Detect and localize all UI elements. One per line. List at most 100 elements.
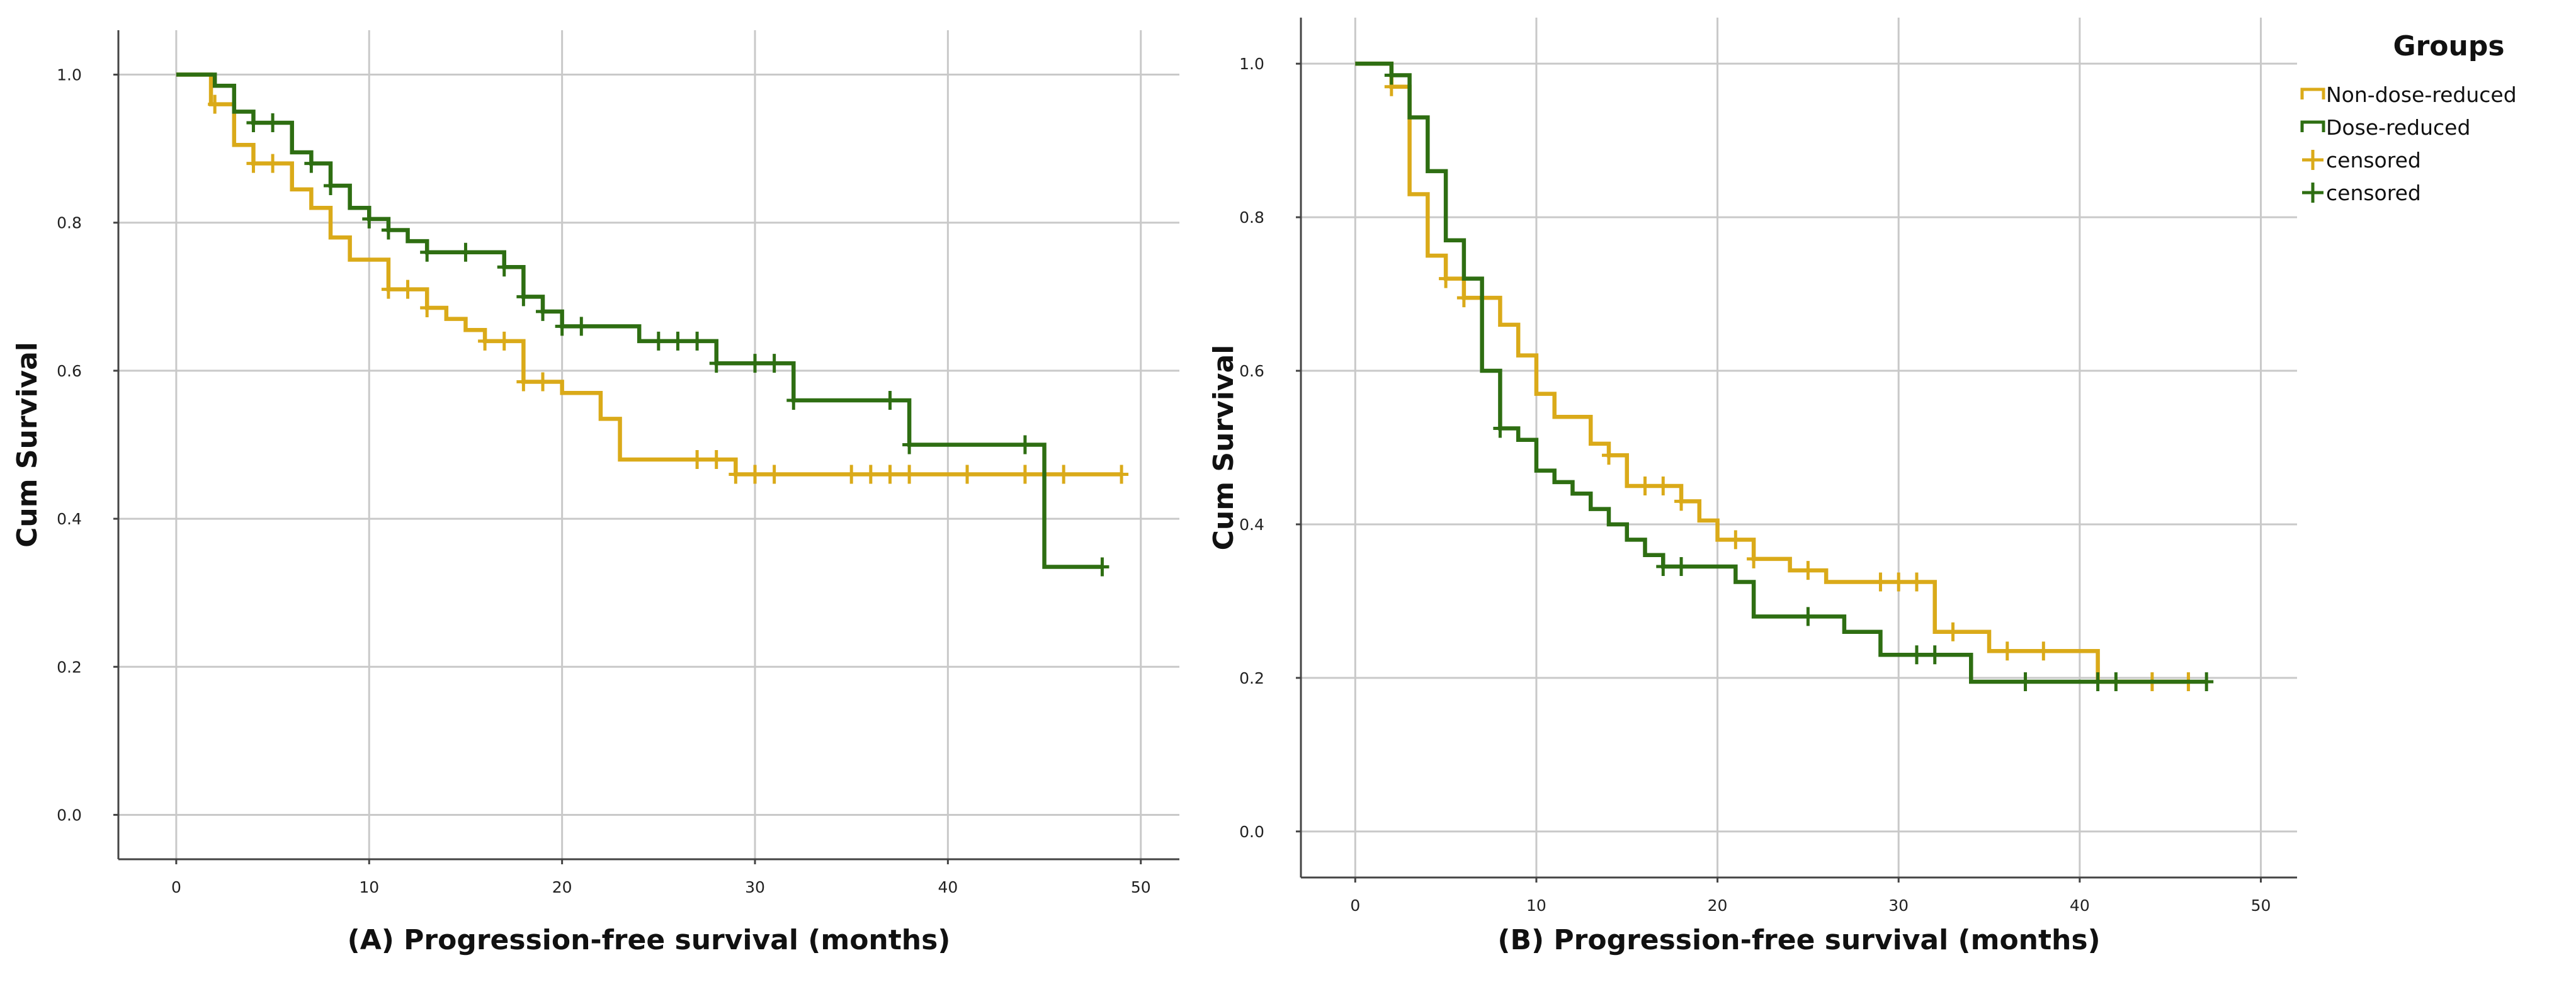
x-axis-label: (A) Progression-free survival (months) xyxy=(348,924,951,956)
censor-mark-non xyxy=(1873,572,1888,592)
censor-mark-non xyxy=(420,298,434,317)
x-tick-label: 30 xyxy=(745,878,765,896)
censor-mark-dose xyxy=(786,390,801,410)
censor-mark-dose xyxy=(266,113,280,132)
y-tick-label: 0.2 xyxy=(57,658,82,676)
censor-mark-dose xyxy=(1384,65,1399,85)
censor-mark-non xyxy=(1439,269,1453,288)
x-tick-label: 20 xyxy=(552,878,572,896)
censor-mark-dose xyxy=(748,354,762,373)
censor-mark-dose xyxy=(246,113,261,132)
censor-mark-non xyxy=(497,331,511,351)
x-tick-label: 30 xyxy=(1888,896,1909,915)
censor-mark-non xyxy=(883,465,897,484)
censor-mark-non xyxy=(536,372,550,392)
censor-mark-non xyxy=(863,465,878,484)
x-tick-label: 50 xyxy=(1131,878,1151,896)
y-tick-label: 0.8 xyxy=(57,214,82,232)
censor-mark-dose xyxy=(883,390,897,410)
x-tick-label: 40 xyxy=(938,878,958,896)
censor-mark-dose xyxy=(1801,607,1815,626)
y-tick-label: 0.2 xyxy=(1239,669,1264,687)
y-tick-label: 0.6 xyxy=(57,362,82,380)
y-tick-label: 0.8 xyxy=(1239,208,1264,227)
y-axis-label: Cum Survival xyxy=(1208,345,1240,551)
censor-mark-dose xyxy=(555,317,569,336)
censor-mark-non xyxy=(1656,476,1671,495)
censor-mark-dose xyxy=(1656,557,1671,577)
y-tick-label: 0.4 xyxy=(57,510,82,528)
censor-mark-non xyxy=(208,94,222,114)
censor-mark-non xyxy=(1728,530,1743,550)
censor-mark-non xyxy=(1946,622,1960,641)
km-curve-dose xyxy=(176,72,1103,569)
censor-mark-non xyxy=(844,465,859,484)
legend-label: Non-dose-reduced xyxy=(2326,82,2517,107)
censor-mark-non xyxy=(1018,465,1032,484)
censor-mark-non xyxy=(1638,476,1652,495)
censor-mark-dose xyxy=(1927,645,1942,665)
censor-mark-non xyxy=(1892,572,1906,592)
legend-swatch-non-line xyxy=(2300,87,2325,99)
censor-mark-dose xyxy=(1674,557,1689,577)
censor-mark-dose xyxy=(304,154,319,173)
legend-label: Dose-reduced xyxy=(2326,115,2470,140)
censor-mark-non xyxy=(266,154,280,173)
y-axis-label: Cum Survival xyxy=(11,342,43,548)
km-curve-dose xyxy=(1355,61,2207,684)
x-tick-label: 0 xyxy=(1350,896,1360,915)
y-tick-label: 0.0 xyxy=(57,806,82,824)
censor-mark-non xyxy=(478,331,492,351)
censor-mark-non xyxy=(2036,641,2051,661)
censor-mark-dose xyxy=(497,257,511,277)
censor-mark-non xyxy=(1674,492,1689,511)
censor-mark-non xyxy=(1057,465,1071,484)
censor-mark-dose xyxy=(420,242,434,262)
legend-label: censored xyxy=(2326,181,2421,205)
y-tick-label: 1.0 xyxy=(57,66,82,84)
censor-mark-non xyxy=(729,465,743,484)
legend-swatch-dose-line xyxy=(2300,120,2325,132)
censor-mark-dose xyxy=(362,209,377,229)
censor-mark-non xyxy=(1456,288,1471,308)
censor-mark-non xyxy=(400,279,415,299)
legend-label: censored xyxy=(2326,148,2421,172)
censor-mark-non xyxy=(1601,446,1616,465)
censor-mark-non xyxy=(1747,549,1761,568)
x-tick-label: 50 xyxy=(2251,896,2271,915)
x-tick-label: 20 xyxy=(1708,896,1728,915)
legend-title: Groups xyxy=(2393,30,2504,62)
legend-swatch-dose-censor xyxy=(2302,183,2324,203)
x-tick-label: 10 xyxy=(359,878,379,896)
censor-mark-dose xyxy=(1909,645,1924,665)
x-axis-label: (B) Progression-free survival (months) xyxy=(1497,924,2100,956)
censor-mark-dose xyxy=(1095,557,1109,577)
censor-mark-non xyxy=(1801,561,1815,580)
censor-mark-non xyxy=(767,465,781,484)
censor-mark-non xyxy=(1909,572,1924,592)
censor-mark-dose xyxy=(709,354,723,373)
censor-mark-non xyxy=(516,372,531,392)
y-tick-label: 0.6 xyxy=(1239,362,1264,380)
censor-mark-non xyxy=(1115,465,1129,484)
censor-mark-non xyxy=(2000,641,2014,661)
censor-mark-dose xyxy=(458,242,473,262)
censor-mark-dose xyxy=(381,220,395,240)
x-tick-label: 40 xyxy=(2070,896,2090,915)
censor-mark-dose xyxy=(2199,672,2214,691)
censor-mark-dose xyxy=(651,331,666,351)
censor-mark-non xyxy=(709,450,723,470)
censor-mark-dose xyxy=(536,302,550,321)
censor-mark-dose xyxy=(767,354,781,373)
y-tick-label: 1.0 xyxy=(1239,55,1264,73)
y-tick-label: 0.0 xyxy=(1239,823,1264,841)
km-curve-non xyxy=(176,72,1122,477)
censor-mark-non xyxy=(690,450,705,470)
censor-mark-dose xyxy=(902,435,917,454)
censor-mark-dose xyxy=(1018,435,1032,454)
x-tick-label: 10 xyxy=(1526,896,1546,915)
censor-mark-dose xyxy=(324,176,338,195)
panel-a-chart: 0 10 20 30 40 50 0.0 0.2 0.4 0.6 0.8 1.0 (A) Progres… xyxy=(11,30,1179,956)
censor-mark-dose xyxy=(671,331,685,351)
